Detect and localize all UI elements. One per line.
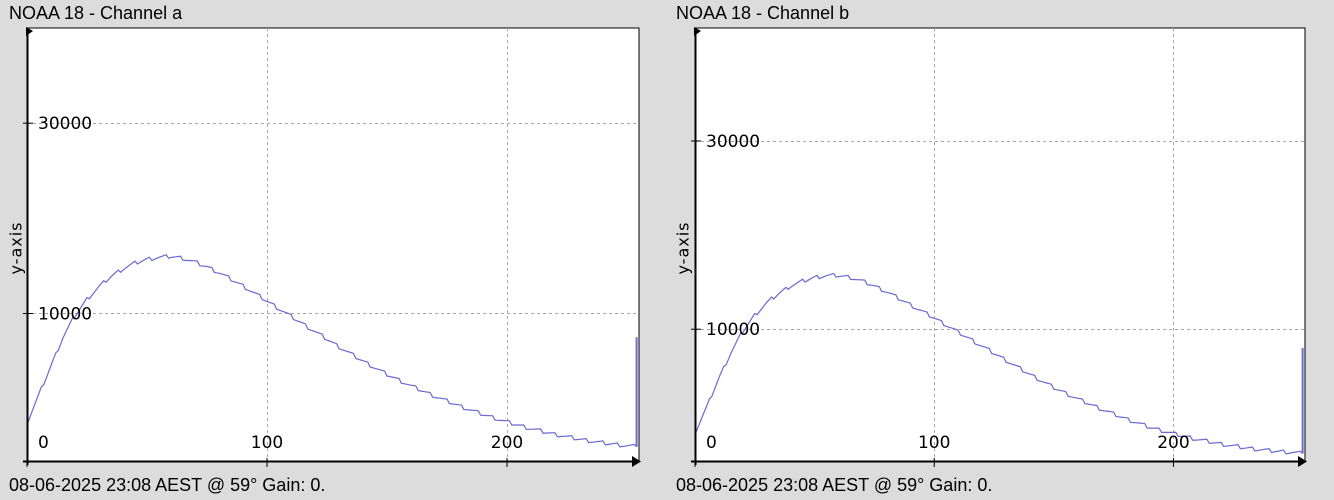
x-tick-label: 200 bbox=[491, 433, 523, 453]
y-axis-label: y-axis bbox=[6, 221, 26, 275]
x-axis-arrow bbox=[1298, 456, 1307, 467]
chart-panel-a: NOAA 18 - Channel a 0 100 200 10000 30000 y-… bbox=[0, 0, 650, 500]
y-tick-label: 30000 bbox=[38, 114, 92, 134]
x-tick-label: 0 bbox=[706, 433, 717, 453]
x-axis-arrow bbox=[632, 456, 641, 467]
y-axis-label: y-axis bbox=[673, 221, 693, 275]
series-line bbox=[26, 254, 638, 448]
status-footer: 08-06-2025 23:08 AEST @ 59° Gain: 0. bbox=[676, 475, 993, 495]
y-tick-label: 10000 bbox=[706, 320, 760, 340]
status-footer: 08-06-2025 23:08 AEST @ 59° Gain: 0. bbox=[9, 475, 326, 495]
x-tick-label: 200 bbox=[1157, 433, 1189, 453]
chart-title: NOAA 18 - Channel b bbox=[676, 3, 850, 23]
x-tick-label: 100 bbox=[251, 433, 283, 453]
plot-background bbox=[694, 27, 1306, 462]
plot-background bbox=[26, 27, 640, 462]
plot-area: 0 100 200 10000 30000 bbox=[23, 27, 641, 467]
y-tick-label: 30000 bbox=[706, 132, 760, 152]
y-axis-arrow bbox=[694, 27, 701, 36]
chart-panel-b: NOAA 18 - Channel b 0 100 200 10000 30000 y-… bbox=[667, 0, 1317, 500]
y-axis-arrow bbox=[26, 27, 33, 36]
x-tick-label: 0 bbox=[38, 433, 49, 453]
x-tick-label: 100 bbox=[918, 433, 950, 453]
chart-title: NOAA 18 - Channel a bbox=[9, 3, 183, 23]
plot-area: 0 100 200 10000 30000 bbox=[691, 27, 1307, 467]
series-line bbox=[694, 272, 1304, 455]
y-tick-label: 10000 bbox=[38, 304, 92, 324]
